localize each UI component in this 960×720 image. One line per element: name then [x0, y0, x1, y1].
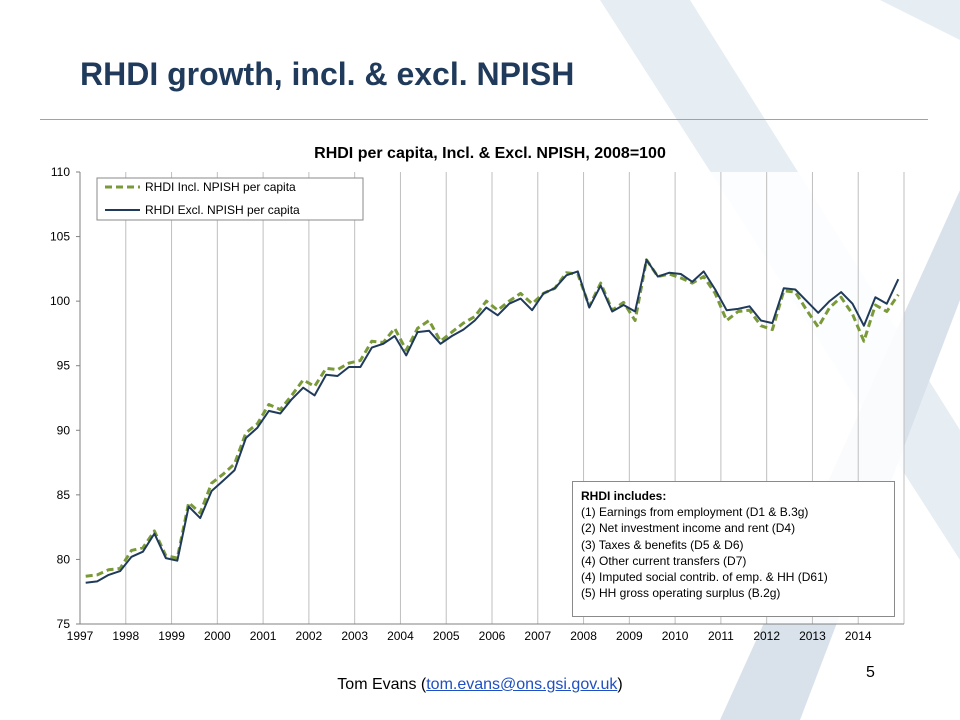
footer-suffix: ): [617, 676, 623, 693]
title-divider: [40, 119, 928, 120]
x-tick-label: 2011: [708, 629, 734, 643]
rhdi-includes-note: RHDI includes: (1) Earnings from employm…: [572, 481, 895, 617]
x-tick-label: 1998: [112, 629, 139, 643]
legend-box: [96, 177, 364, 221]
x-tick-label: 2007: [524, 629, 551, 643]
y-tick-label: 110: [51, 165, 70, 179]
x-tick-label: 2004: [387, 629, 414, 643]
y-tick-label: 105: [50, 230, 70, 244]
author-email-link[interactable]: tom.evans@ons.gsi.gov.uk: [426, 676, 618, 693]
note-item: (4) Other current transfers (D7): [581, 553, 747, 568]
y-axis-ticks: 75 80 85 90 95 100 105 110: [50, 165, 80, 631]
x-tick-label: 2003: [341, 629, 368, 643]
note-item: (2) Net investment income and rent (D4): [581, 521, 796, 536]
y-tick-label: 75: [57, 617, 71, 631]
x-tick-label: 1997: [67, 629, 94, 643]
x-tick-label: 2014: [845, 629, 872, 643]
x-tick-label: 2002: [296, 629, 323, 643]
x-tick-label: 2000: [204, 629, 231, 643]
x-tick-label: 1999: [158, 629, 185, 643]
axes: [79, 172, 904, 625]
x-tick-label: 2001: [250, 629, 277, 643]
page-number: 5: [866, 664, 875, 681]
y-tick-label: 90: [57, 423, 71, 437]
x-tick-label: 2013: [799, 629, 826, 643]
x-tick-label: 2006: [479, 629, 506, 643]
chart-title: RHDI per capita, Incl. & Excl. NPISH, 20…: [314, 145, 666, 162]
y-tick-label: 80: [57, 552, 71, 566]
slide-title: RHDI growth, incl. & excl. NPISH: [80, 56, 575, 92]
x-tick-label: 2008: [570, 629, 597, 643]
series-lines: [85, 258, 900, 584]
x-tick-label: 2009: [616, 629, 643, 643]
series-line-excl-npish: [85, 258, 900, 584]
note-item: (1) Earnings from employment (D1 & B.3g): [581, 505, 809, 520]
footer-prefix: Tom Evans (: [337, 676, 427, 693]
x-tick-label: 2012: [753, 629, 780, 643]
legend: RHDI Incl. NPISH per capita RHDI Excl. N…: [96, 177, 364, 221]
y-tick-label: 85: [57, 488, 71, 502]
legend-label-excl: RHDI Excl. NPISH per capita: [145, 203, 300, 217]
series-line-incl-npish: [85, 258, 900, 578]
footer-author: Tom Evans (tom.evans@ons.gsi.gov.uk): [0, 676, 960, 694]
legend-label-incl: RHDI Incl. NPISH per capita: [145, 180, 296, 194]
note-item: (4) Imputed social contrib. of emp. & HH…: [581, 570, 828, 585]
y-tick-label: 95: [57, 359, 71, 373]
note-title: RHDI includes:: [581, 489, 667, 503]
gridlines: [79, 172, 905, 624]
y-tick-label: 100: [50, 294, 70, 308]
note-item: (3) Taxes & benefits (D5 & D6): [581, 537, 744, 552]
x-axis-ticks: 1997 1998 1999 2000 2001 2002 2003 2004 2005 2006…: [67, 629, 872, 643]
x-tick-label: 2005: [433, 629, 460, 643]
x-tick-label: 2010: [662, 629, 689, 643]
note-item: (5) HH gross operating surplus (B.2g): [581, 586, 781, 601]
